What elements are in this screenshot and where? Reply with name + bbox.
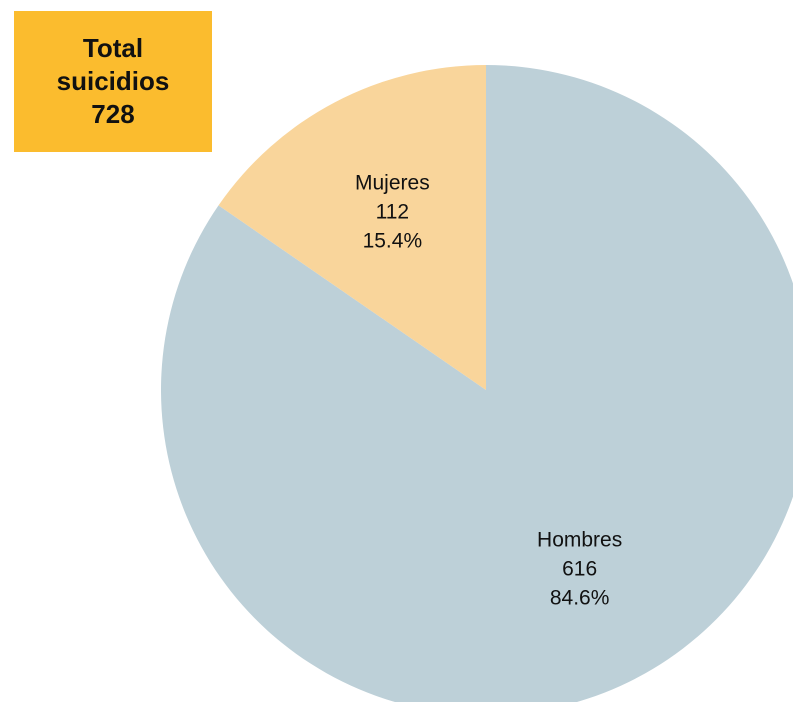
pie-labels: Hombres 616 84.6% Mujeres 112 15.4%	[355, 172, 622, 610]
total-box-value: 728	[91, 99, 135, 129]
total-suicides-box: Total suicidios 728	[14, 11, 212, 152]
pie-label-hombres: Hombres 616 84.6%	[537, 528, 622, 609]
pie-label-mujeres: Mujeres 112 15.4%	[355, 172, 430, 253]
pie-slice-hombres	[161, 65, 793, 702]
pie-slice-mujeres	[218, 65, 486, 390]
pie-slices	[161, 65, 793, 702]
total-box-title-line1: Total	[82, 33, 144, 63]
total-box-title-line2: suicidios	[56, 66, 170, 96]
